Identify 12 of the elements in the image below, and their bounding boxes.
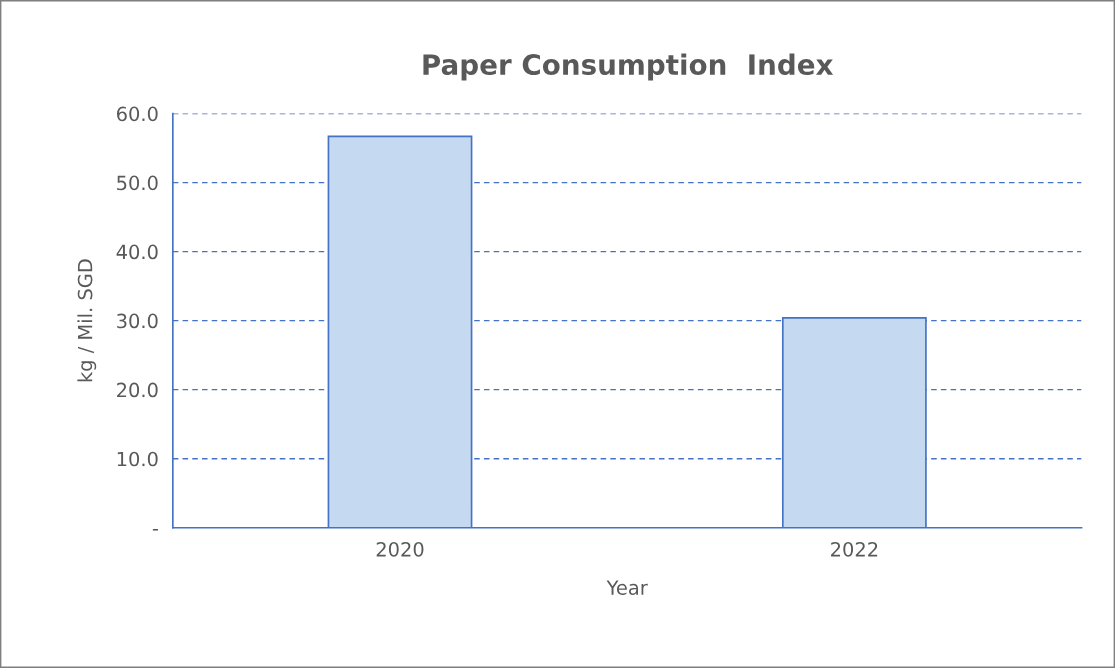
y-tick-label: - xyxy=(152,529,158,531)
y-tick-label: 60.0 xyxy=(117,106,158,122)
y-axis-title: kg / Mil. SGD xyxy=(77,259,97,382)
chart-title: Paper Consumption Index xyxy=(423,53,834,81)
y-tick-label: 30.0 xyxy=(117,313,158,329)
y-tick-label: 50.0 xyxy=(117,175,158,191)
x-tick-label: 2020 xyxy=(376,541,424,557)
y-tick-label: 10.0 xyxy=(117,451,158,467)
y-tick-label: 40.0 xyxy=(116,244,158,260)
x-axis-title: Year xyxy=(606,580,648,595)
y-tick-label: 20.0 xyxy=(117,382,158,398)
x-tick-label: 2022 xyxy=(831,541,878,557)
